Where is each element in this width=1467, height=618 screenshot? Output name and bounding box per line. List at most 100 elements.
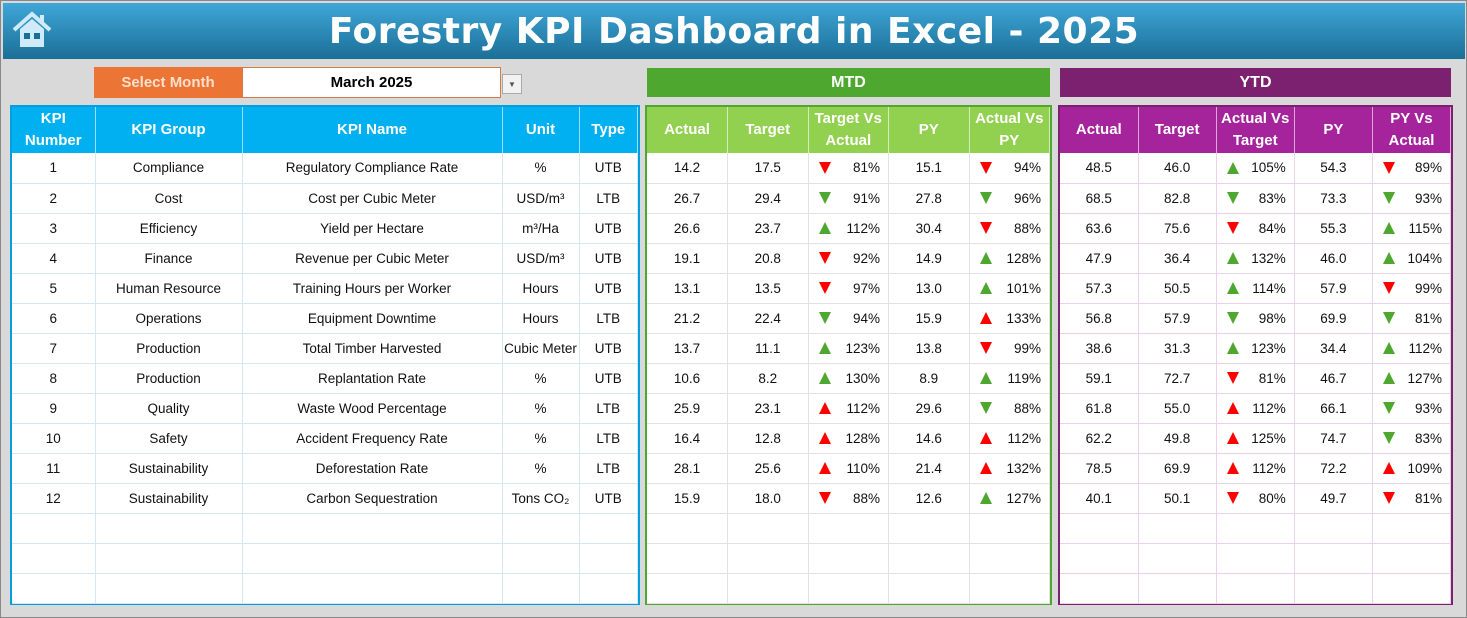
indicator-value: 104% <box>1407 250 1442 266</box>
triangle-up-icon <box>979 492 992 504</box>
ytd-header: PY <box>1294 107 1373 153</box>
indicator-value: 112% <box>1252 460 1286 476</box>
mtd-avpy: 128% <box>969 243 1050 274</box>
ytd-actual: 48.5 <box>1060 153 1139 184</box>
ytd-table: Actual Target Actual Vs Target PY PY Vs Actu… <box>1058 105 1453 605</box>
ytd-header: Actual Vs Target <box>1216 107 1295 153</box>
ytd-py: 55.3 <box>1294 213 1373 244</box>
mtd-avpy: 94% <box>969 153 1050 184</box>
empty-cell <box>1372 573 1452 604</box>
table-row: 15.9 18.0 88% 12.6 127% <box>647 483 1050 514</box>
ytd-actual: 47.9 <box>1060 243 1139 274</box>
triangle-down-icon <box>818 282 831 294</box>
empty-cell <box>1060 573 1139 604</box>
indicator: 112% <box>809 401 889 416</box>
ytd-header: PY Vs Actual <box>1372 107 1452 153</box>
triangle-up-icon <box>818 342 831 354</box>
indicator-value: 89% <box>1414 160 1442 176</box>
indicator-value: 83% <box>1414 430 1442 446</box>
home-icon[interactable] <box>11 9 53 51</box>
table-row: 10.6 8.2 130% 8.9 119% <box>647 363 1050 394</box>
chevron-down-icon[interactable]: ▼ <box>502 74 522 94</box>
kpi-type: UTB <box>579 213 638 244</box>
indicator: 127% <box>1373 371 1450 386</box>
ytd-actual: 59.1 <box>1060 363 1139 394</box>
table-row: 26.7 29.4 91% 27.8 96% <box>647 183 1050 214</box>
ytd-pyva: 104% <box>1372 243 1452 274</box>
kpi-type: LTB <box>579 453 638 484</box>
mtd-actual: 26.6 <box>647 213 728 244</box>
mtd-actual: 13.7 <box>647 333 728 364</box>
indicator: 89% <box>1373 160 1450 175</box>
indicator-value: 112% <box>1007 430 1041 446</box>
triangle-up-icon <box>979 462 992 474</box>
table-row <box>1060 543 1452 574</box>
indicator-value: 92% <box>852 250 880 266</box>
triangle-up-icon <box>818 222 831 234</box>
ytd-py: 46.0 <box>1294 243 1373 274</box>
empty-cell <box>242 543 503 574</box>
indicator-value: 123% <box>845 340 880 356</box>
mtd-tva: 97% <box>808 273 889 304</box>
kpi-type: UTB <box>579 273 638 304</box>
empty-cell <box>12 513 96 544</box>
triangle-down-icon <box>818 161 831 174</box>
kpi-group: Compliance <box>95 153 243 184</box>
empty-cell <box>242 513 503 544</box>
empty-cell <box>647 543 728 574</box>
mtd-avpy: 127% <box>969 483 1050 514</box>
kpi-unit: m³/Ha <box>502 213 580 244</box>
kpi-header: Type <box>579 107 638 153</box>
empty-cell <box>1138 573 1217 604</box>
empty-cell <box>12 573 96 604</box>
table-row: 4 Finance Revenue per Cubic Meter USD/m³ UTB <box>12 243 638 274</box>
mtd-py: 12.6 <box>888 483 970 514</box>
indicator: 99% <box>1373 281 1450 296</box>
table-row: 1 Compliance Regulatory Compliance Rate% UT… <box>12 153 638 184</box>
table-row <box>647 513 1050 544</box>
ytd-avt: 83% <box>1216 183 1295 214</box>
mtd-avpy: 112% <box>969 423 1050 454</box>
indicator: 81% <box>1373 311 1450 326</box>
mtd-target: 11.1 <box>727 333 809 364</box>
table-row: 14.2 17.5 81% 15.1 94% <box>647 153 1050 184</box>
triangle-up-icon <box>1226 161 1239 174</box>
triangle-up-icon <box>1226 252 1239 264</box>
ytd-py: 34.4 <box>1294 333 1373 364</box>
mtd-py: 13.8 <box>888 333 970 364</box>
ytd-py: 57.9 <box>1294 273 1373 304</box>
kpi-num: 4 <box>12 243 96 274</box>
mtd-target: 25.6 <box>727 453 809 484</box>
indicator: 93% <box>1373 191 1450 206</box>
mtd-header: Target <box>727 107 809 153</box>
indicator-value: 101% <box>1006 280 1041 296</box>
empty-cell <box>502 513 580 544</box>
table-row: 38.6 31.3 123% 34.4 112% <box>1060 333 1452 364</box>
indicator-value: 105% <box>1251 160 1286 176</box>
empty-cell <box>1060 513 1139 544</box>
indicator: 119% <box>970 371 1050 386</box>
kpi-type: LTB <box>579 423 638 454</box>
triangle-down-icon <box>1226 492 1239 504</box>
empty-cell <box>1372 543 1452 574</box>
triangle-down-icon <box>1382 432 1395 444</box>
table-row <box>647 573 1050 604</box>
mtd-tva: 128% <box>808 423 889 454</box>
table-row: 59.1 72.7 81% 46.7 127% <box>1060 363 1452 394</box>
triangle-up-icon <box>1382 372 1395 384</box>
indicator: 115% <box>1373 221 1450 236</box>
mtd-avpy: 99% <box>969 333 1050 364</box>
ytd-avt: 123% <box>1216 333 1295 364</box>
triangle-down-icon <box>1226 372 1239 384</box>
indicator-value: 97% <box>852 280 880 296</box>
mtd-target: 23.7 <box>727 213 809 244</box>
indicator: 125% <box>1217 431 1294 446</box>
kpi-num: 2 <box>12 183 96 214</box>
mtd-py: 15.1 <box>888 153 970 184</box>
indicator-value: 128% <box>845 430 880 446</box>
indicator: 81% <box>1373 491 1450 506</box>
month-select[interactable]: March 2025 <box>242 67 501 98</box>
ytd-pyva: 93% <box>1372 393 1452 424</box>
ytd-actual: 40.1 <box>1060 483 1139 514</box>
indicator-value: 93% <box>1414 400 1442 416</box>
